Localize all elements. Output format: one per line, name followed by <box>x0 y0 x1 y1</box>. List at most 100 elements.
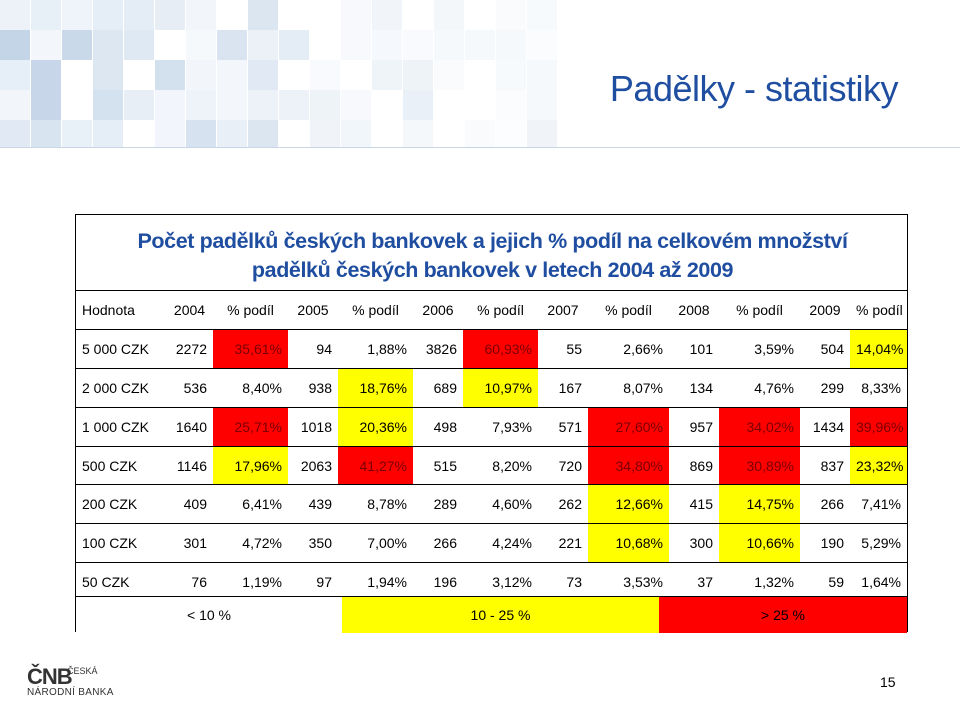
legend-medium: 10 - 25 % <box>342 597 659 633</box>
logo-text-line1: ČESKÁ <box>67 666 98 676</box>
share-cell: 4,76% <box>719 367 800 408</box>
count-cell: 301 <box>166 523 213 563</box>
count-cell: 3826 <box>413 328 463 369</box>
share-cell: 8,78% <box>338 484 413 524</box>
mosaic-square <box>248 0 278 30</box>
mosaic-square <box>93 0 123 30</box>
table-row: 2 000 CZK 536 8,40% 938 18,76% 689 10,97% 167 8,… <box>76 367 907 408</box>
table-row: 500 CZK 1146 17,96% 2063 41,27% 515 8,20% 720 34… <box>76 445 907 485</box>
page-number: 15 <box>880 674 896 690</box>
count-cell: 869 <box>669 445 719 485</box>
count-cell: 571 <box>538 406 588 447</box>
share-cell: 3,53% <box>588 562 669 602</box>
count-cell: 837 <box>800 445 850 485</box>
mosaic-square <box>465 30 495 60</box>
count-cell: 59 <box>800 562 850 602</box>
mosaic-square <box>403 60 433 90</box>
mosaic-square <box>527 0 557 30</box>
share-cell: 10,97% <box>463 367 538 408</box>
count-cell: 262 <box>538 484 588 524</box>
mosaic-square <box>93 60 123 90</box>
mosaic-square <box>0 0 30 30</box>
share-cell: 3,12% <box>463 562 538 602</box>
count-cell: 299 <box>800 367 850 408</box>
mosaic-square <box>527 120 557 148</box>
denomination-cell: 500 CZK <box>76 445 166 485</box>
share-cell: 4,72% <box>213 523 288 563</box>
share-cell: 10,68% <box>588 523 669 563</box>
mosaic-square <box>248 120 278 148</box>
count-cell: 536 <box>166 367 213 408</box>
count-cell: 938 <box>288 367 338 408</box>
count-cell: 720 <box>538 445 588 485</box>
mosaic-square <box>310 120 340 148</box>
count-cell: 439 <box>288 484 338 524</box>
denomination-cell: 200 CZK <box>76 484 166 524</box>
denomination-cell: 1 000 CZK <box>76 406 166 447</box>
mosaic-square <box>0 90 30 120</box>
mosaic-square <box>155 60 185 90</box>
logo-mark: ČNB <box>27 664 73 689</box>
share-cell: 7,93% <box>463 406 538 447</box>
share-cell: 1,64% <box>850 562 907 602</box>
column-header: % podíl <box>213 290 288 330</box>
count-cell: 415 <box>669 484 719 524</box>
header-mosaic-decoration <box>0 0 560 148</box>
share-cell: 2,66% <box>588 328 669 369</box>
count-cell: 266 <box>800 484 850 524</box>
mosaic-square <box>496 120 526 148</box>
share-cell: 3,59% <box>719 328 800 369</box>
count-cell: 55 <box>538 328 588 369</box>
mosaic-square <box>527 60 557 90</box>
legend-high: > 25 % <box>659 597 907 633</box>
share-cell: 35,61% <box>213 328 288 369</box>
column-header: % podíl <box>719 290 800 330</box>
count-cell: 515 <box>413 445 463 485</box>
mosaic-square <box>248 30 278 60</box>
mosaic-square <box>310 90 340 120</box>
share-cell: 4,24% <box>463 523 538 563</box>
mosaic-square <box>186 60 216 90</box>
mosaic-square <box>31 0 61 30</box>
count-cell: 73 <box>538 562 588 602</box>
mosaic-square <box>434 0 464 30</box>
share-cell: 8,40% <box>213 367 288 408</box>
column-header: 2009 <box>800 290 850 330</box>
table-row: 1 000 CZK 1640 25,71% 1018 20,36% 498 7,93% 571… <box>76 406 907 447</box>
mosaic-square <box>0 120 30 148</box>
column-header: 2004 <box>166 290 213 330</box>
mosaic-square <box>124 30 154 60</box>
count-cell: 2272 <box>166 328 213 369</box>
mosaic-square <box>341 0 371 30</box>
mosaic-square <box>31 60 61 90</box>
table-row: 5 000 CZK 2272 35,61% 94 1,88% 3826 60,93% 55 2,… <box>76 328 907 369</box>
share-cell: 1,19% <box>213 562 288 602</box>
share-cell: 6,41% <box>213 484 288 524</box>
share-cell: 1,32% <box>719 562 800 602</box>
mosaic-square <box>186 0 216 30</box>
count-cell: 350 <box>288 523 338 563</box>
panel-heading-line2: padělků českých bankovek v letech 2004 a… <box>251 258 734 282</box>
column-header: 2006 <box>413 290 463 330</box>
count-cell: 101 <box>669 328 719 369</box>
share-cell: 7,41% <box>850 484 907 524</box>
logo-text-line2: NÁRODNÍ BANKA <box>27 687 114 698</box>
mosaic-square <box>31 90 61 120</box>
mosaic-square <box>372 60 402 90</box>
count-cell: 300 <box>669 523 719 563</box>
count-cell: 504 <box>800 328 850 369</box>
share-cell: 17,96% <box>213 445 288 485</box>
counterfeit-statistics-table: Hodnota 2004% podíl 2005% podíl 2006% podíl… <box>76 290 907 602</box>
mosaic-square <box>403 30 433 60</box>
mosaic-square <box>341 30 371 60</box>
mosaic-square <box>31 30 61 60</box>
mosaic-square <box>248 90 278 120</box>
mosaic-square <box>403 90 433 120</box>
column-header: % podíl <box>338 290 413 330</box>
column-header: 2005 <box>288 290 338 330</box>
count-cell: 1434 <box>800 406 850 447</box>
denomination-cell: 2 000 CZK <box>76 367 166 408</box>
mosaic-square <box>62 0 92 30</box>
count-cell: 94 <box>288 328 338 369</box>
share-cell: 1,94% <box>338 562 413 602</box>
